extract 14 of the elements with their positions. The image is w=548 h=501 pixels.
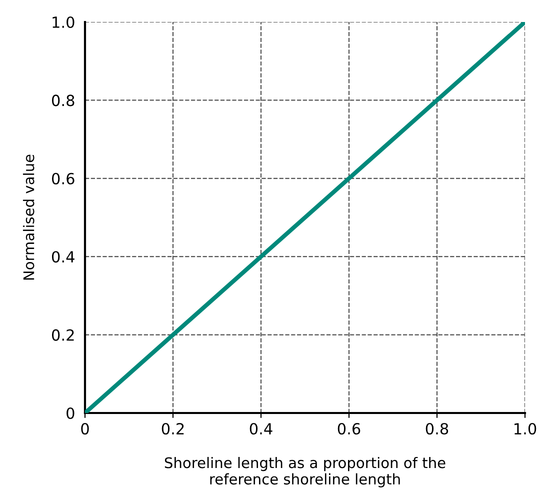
x-tick-label: 0.6 <box>338 422 360 435</box>
y-tick-label: 0.4 <box>52 251 74 263</box>
x-tick-label: 0.4 <box>250 422 272 435</box>
x-tick-label: 1.0 <box>514 422 536 435</box>
x-axis-title: Shoreline length as a proportion of the reference shoreline length <box>164 456 446 488</box>
y-axis-title: Normalised value <box>22 154 34 280</box>
y-tick-label: 0 <box>66 407 74 420</box>
y-tick-label: 0.2 <box>52 329 74 341</box>
y-tick-label: 0.8 <box>52 94 74 106</box>
x-tick-label: 0 <box>81 422 89 435</box>
x-tick-label: 0.2 <box>162 422 184 435</box>
y-tick-label: 1.0 <box>52 16 74 28</box>
x-tick-label: 0.8 <box>426 422 448 435</box>
y-tick-label: 0.6 <box>52 172 74 184</box>
